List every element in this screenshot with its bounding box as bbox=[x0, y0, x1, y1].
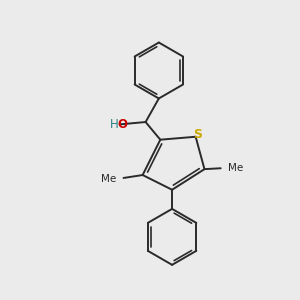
Text: Me: Me bbox=[101, 174, 116, 184]
Text: H: H bbox=[110, 118, 118, 131]
Text: Me: Me bbox=[228, 163, 243, 173]
Text: S: S bbox=[193, 128, 202, 141]
Text: O: O bbox=[118, 118, 128, 131]
